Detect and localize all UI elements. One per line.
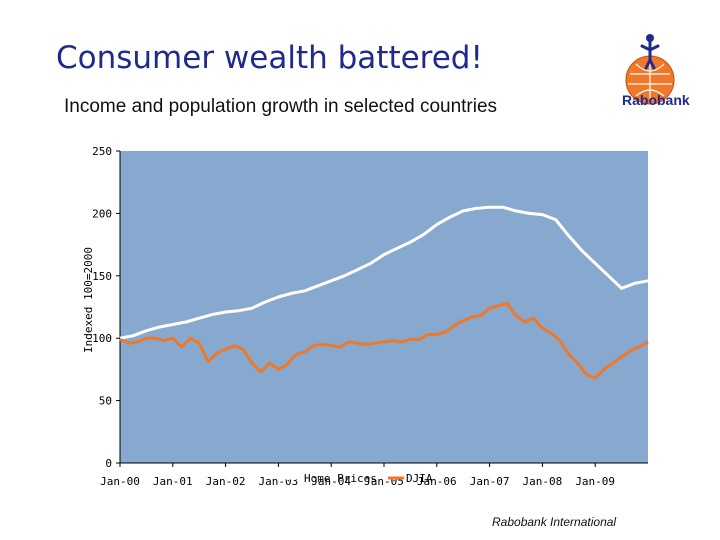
y-axis-label: Indexed 100=2000	[82, 247, 95, 353]
x-tick-label: Jan-06	[417, 475, 457, 488]
y-tick-label: 0	[105, 457, 112, 470]
x-tick-label: Jan-01	[153, 475, 193, 488]
x-tick-label: Jan-04	[311, 475, 351, 488]
y-tick-label: 50	[99, 395, 112, 408]
y-tick-label: 150	[92, 270, 112, 283]
x-tick-label: Jan-00	[100, 475, 140, 488]
rabobank-logo	[625, 34, 675, 105]
y-tick-label: 200	[92, 207, 112, 220]
x-tick-label: Jan-02	[206, 475, 246, 488]
logo-figure-head	[646, 34, 654, 42]
legend-label-djia: DJIA	[406, 472, 433, 485]
logo-text: Rabobank	[622, 92, 690, 108]
legend: Home Prices DJIA	[286, 472, 433, 485]
series-line-home-prices	[119, 205, 649, 340]
y-tick-label: 250	[92, 145, 112, 158]
x-tick-label: Jan-09	[575, 475, 615, 488]
page-title: Consumer wealth battered!	[56, 40, 483, 76]
y-tick-label: 100	[92, 332, 112, 345]
plot-area	[120, 151, 648, 463]
series-line-djia	[119, 301, 649, 380]
footer-credit: Rabobank International	[492, 515, 617, 529]
legend-label-home-prices: Home Prices	[304, 472, 377, 485]
x-tick-label: Jan-07	[470, 475, 510, 488]
logo-figure-body	[640, 40, 660, 70]
chart-subtitle: Income and population growth in selected…	[64, 96, 498, 117]
x-tick-label: Jan-08	[523, 475, 563, 488]
